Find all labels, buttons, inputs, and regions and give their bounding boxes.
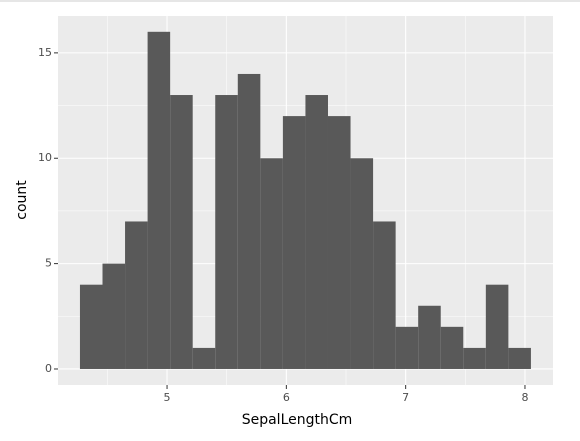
x-tick-label: 8 — [521, 391, 528, 404]
bar — [260, 158, 283, 369]
bar — [508, 347, 531, 369]
bar — [79, 284, 103, 369]
x-tick-label: 6 — [283, 391, 290, 404]
bar — [350, 158, 374, 369]
bar — [192, 347, 216, 369]
bar — [305, 95, 328, 369]
bar — [102, 263, 126, 369]
bar — [215, 95, 238, 369]
bar — [125, 221, 148, 369]
bar — [373, 221, 396, 369]
bar — [485, 284, 509, 369]
bar — [440, 326, 464, 369]
y-tick-label: 15 — [38, 46, 52, 59]
y-tick-label: 0 — [45, 362, 52, 375]
bar — [395, 326, 419, 369]
bar — [237, 73, 261, 369]
x-tick-label: 5 — [164, 391, 171, 404]
bar — [282, 116, 306, 369]
bar — [147, 31, 171, 369]
bar — [418, 305, 441, 369]
y-axis-title: count — [14, 180, 30, 220]
bar — [463, 347, 486, 369]
x-tick-label: 7 — [402, 391, 409, 404]
y-tick-label: 10 — [38, 151, 52, 164]
bar — [170, 95, 193, 369]
x-axis-title: SepalLengthCm — [242, 412, 353, 428]
bar — [327, 116, 351, 369]
y-tick-label: 5 — [45, 257, 52, 270]
